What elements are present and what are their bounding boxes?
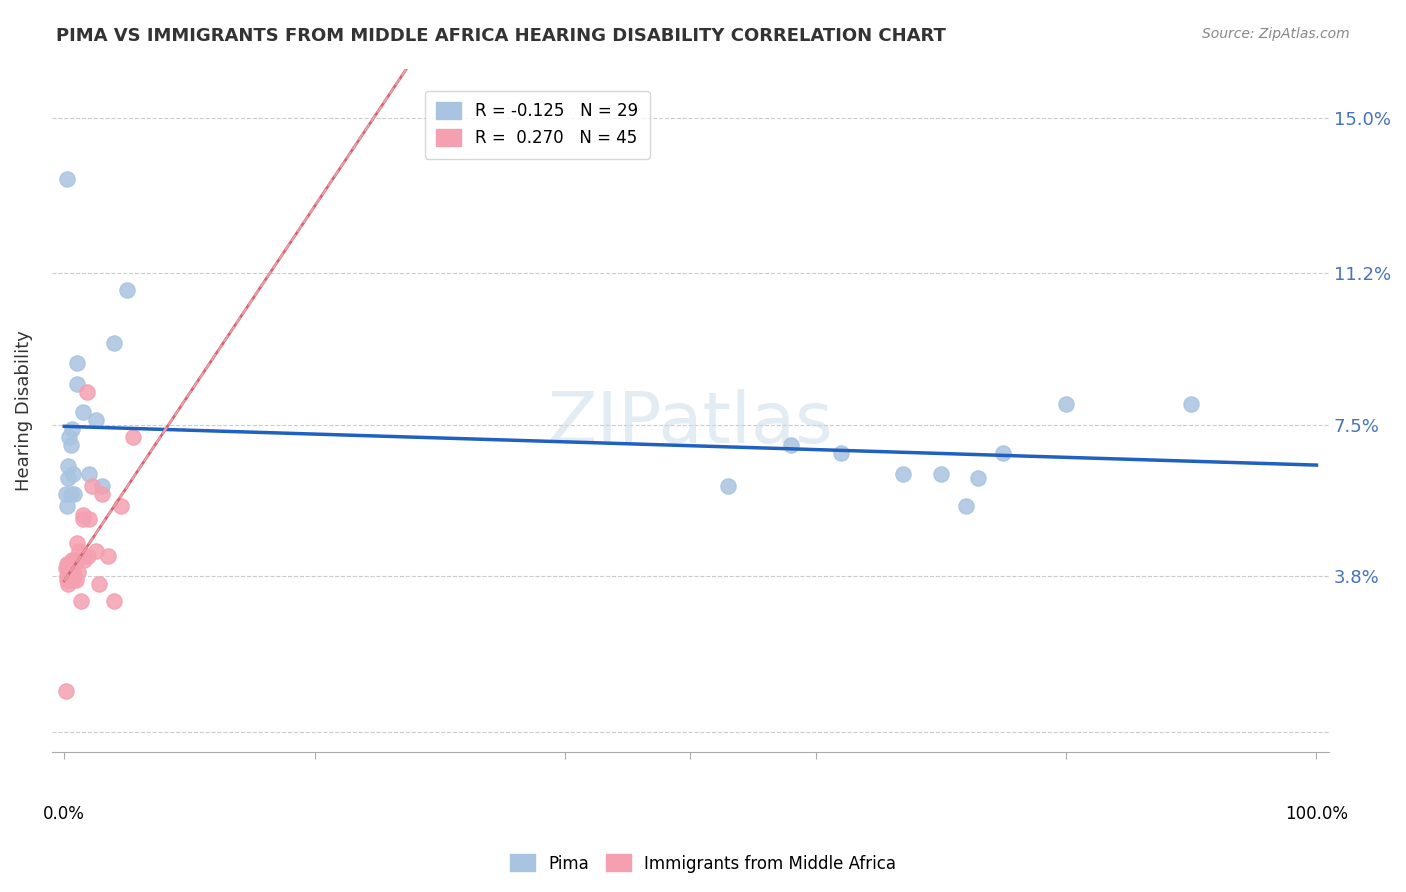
- Point: [72, 405, 94, 419]
- Point: [59, 438, 82, 452]
- Point: [103, 593, 125, 607]
- Point: [89, 577, 111, 591]
- Point: [1180, 397, 1202, 411]
- Point: [67, 565, 90, 579]
- Text: 100.0%: 100.0%: [1285, 805, 1348, 823]
- Point: [77, 549, 100, 563]
- Point: [830, 446, 852, 460]
- Point: [59, 569, 82, 583]
- Point: [90, 479, 112, 493]
- Point: [55, 487, 77, 501]
- Point: [69, 593, 91, 607]
- Point: [891, 467, 914, 481]
- Legend: R = -0.125   N = 29, R =  0.270   N = 45: R = -0.125 N = 29, R = 0.270 N = 45: [425, 90, 650, 159]
- Point: [62, 565, 84, 579]
- Point: [63, 487, 86, 501]
- Point: [779, 438, 801, 452]
- Point: [72, 508, 94, 522]
- Point: [66, 356, 89, 370]
- Point: [67, 544, 90, 558]
- Point: [60, 552, 83, 566]
- Point: [55, 573, 77, 587]
- Point: [122, 430, 145, 444]
- Point: [59, 565, 82, 579]
- Point: [55, 500, 77, 514]
- Point: [62, 467, 84, 481]
- Point: [55, 557, 77, 571]
- Point: [56, 458, 79, 473]
- Point: [66, 376, 89, 391]
- Point: [90, 487, 112, 501]
- Point: [55, 683, 77, 698]
- Point: [56, 471, 79, 485]
- Point: [63, 569, 86, 583]
- Point: [79, 512, 101, 526]
- Point: [1054, 397, 1077, 411]
- Point: [56, 573, 79, 587]
- Point: [58, 561, 80, 575]
- Point: [60, 569, 83, 583]
- Text: PIMA VS IMMIGRANTS FROM MIDDLE AFRICA HEARING DISABILITY CORRELATION CHART: PIMA VS IMMIGRANTS FROM MIDDLE AFRICA HE…: [56, 27, 946, 45]
- Point: [929, 467, 952, 481]
- Point: [72, 512, 94, 526]
- Point: [63, 557, 86, 571]
- Point: [115, 283, 138, 297]
- Point: [60, 422, 83, 436]
- Point: [76, 384, 98, 399]
- Point: [62, 573, 84, 587]
- Point: [59, 487, 82, 501]
- Point: [84, 544, 107, 558]
- Point: [56, 569, 79, 583]
- Point: [955, 500, 977, 514]
- Point: [97, 549, 120, 563]
- Point: [62, 552, 84, 566]
- Point: [58, 569, 80, 583]
- Point: [56, 565, 79, 579]
- Point: [84, 413, 107, 427]
- Point: [79, 467, 101, 481]
- Point: [58, 430, 80, 444]
- Text: Source: ZipAtlas.com: Source: ZipAtlas.com: [1202, 27, 1350, 41]
- Point: [56, 577, 79, 591]
- Point: [60, 561, 83, 575]
- Point: [66, 552, 89, 566]
- Point: [55, 172, 77, 186]
- Point: [103, 335, 125, 350]
- Point: [59, 557, 82, 571]
- Point: [110, 500, 132, 514]
- Point: [58, 557, 80, 571]
- Y-axis label: Hearing Disability: Hearing Disability: [15, 330, 32, 491]
- Point: [717, 479, 740, 493]
- Point: [967, 471, 990, 485]
- Point: [65, 573, 87, 587]
- Point: [80, 479, 103, 493]
- Text: 0.0%: 0.0%: [44, 805, 86, 823]
- Point: [73, 552, 96, 566]
- Text: ZIPatlas: ZIPatlas: [547, 390, 834, 458]
- Legend: Pima, Immigrants from Middle Africa: Pima, Immigrants from Middle Africa: [503, 847, 903, 880]
- Point: [66, 536, 89, 550]
- Point: [56, 557, 79, 571]
- Point: [55, 569, 77, 583]
- Point: [55, 561, 77, 575]
- Point: [58, 573, 80, 587]
- Point: [993, 446, 1015, 460]
